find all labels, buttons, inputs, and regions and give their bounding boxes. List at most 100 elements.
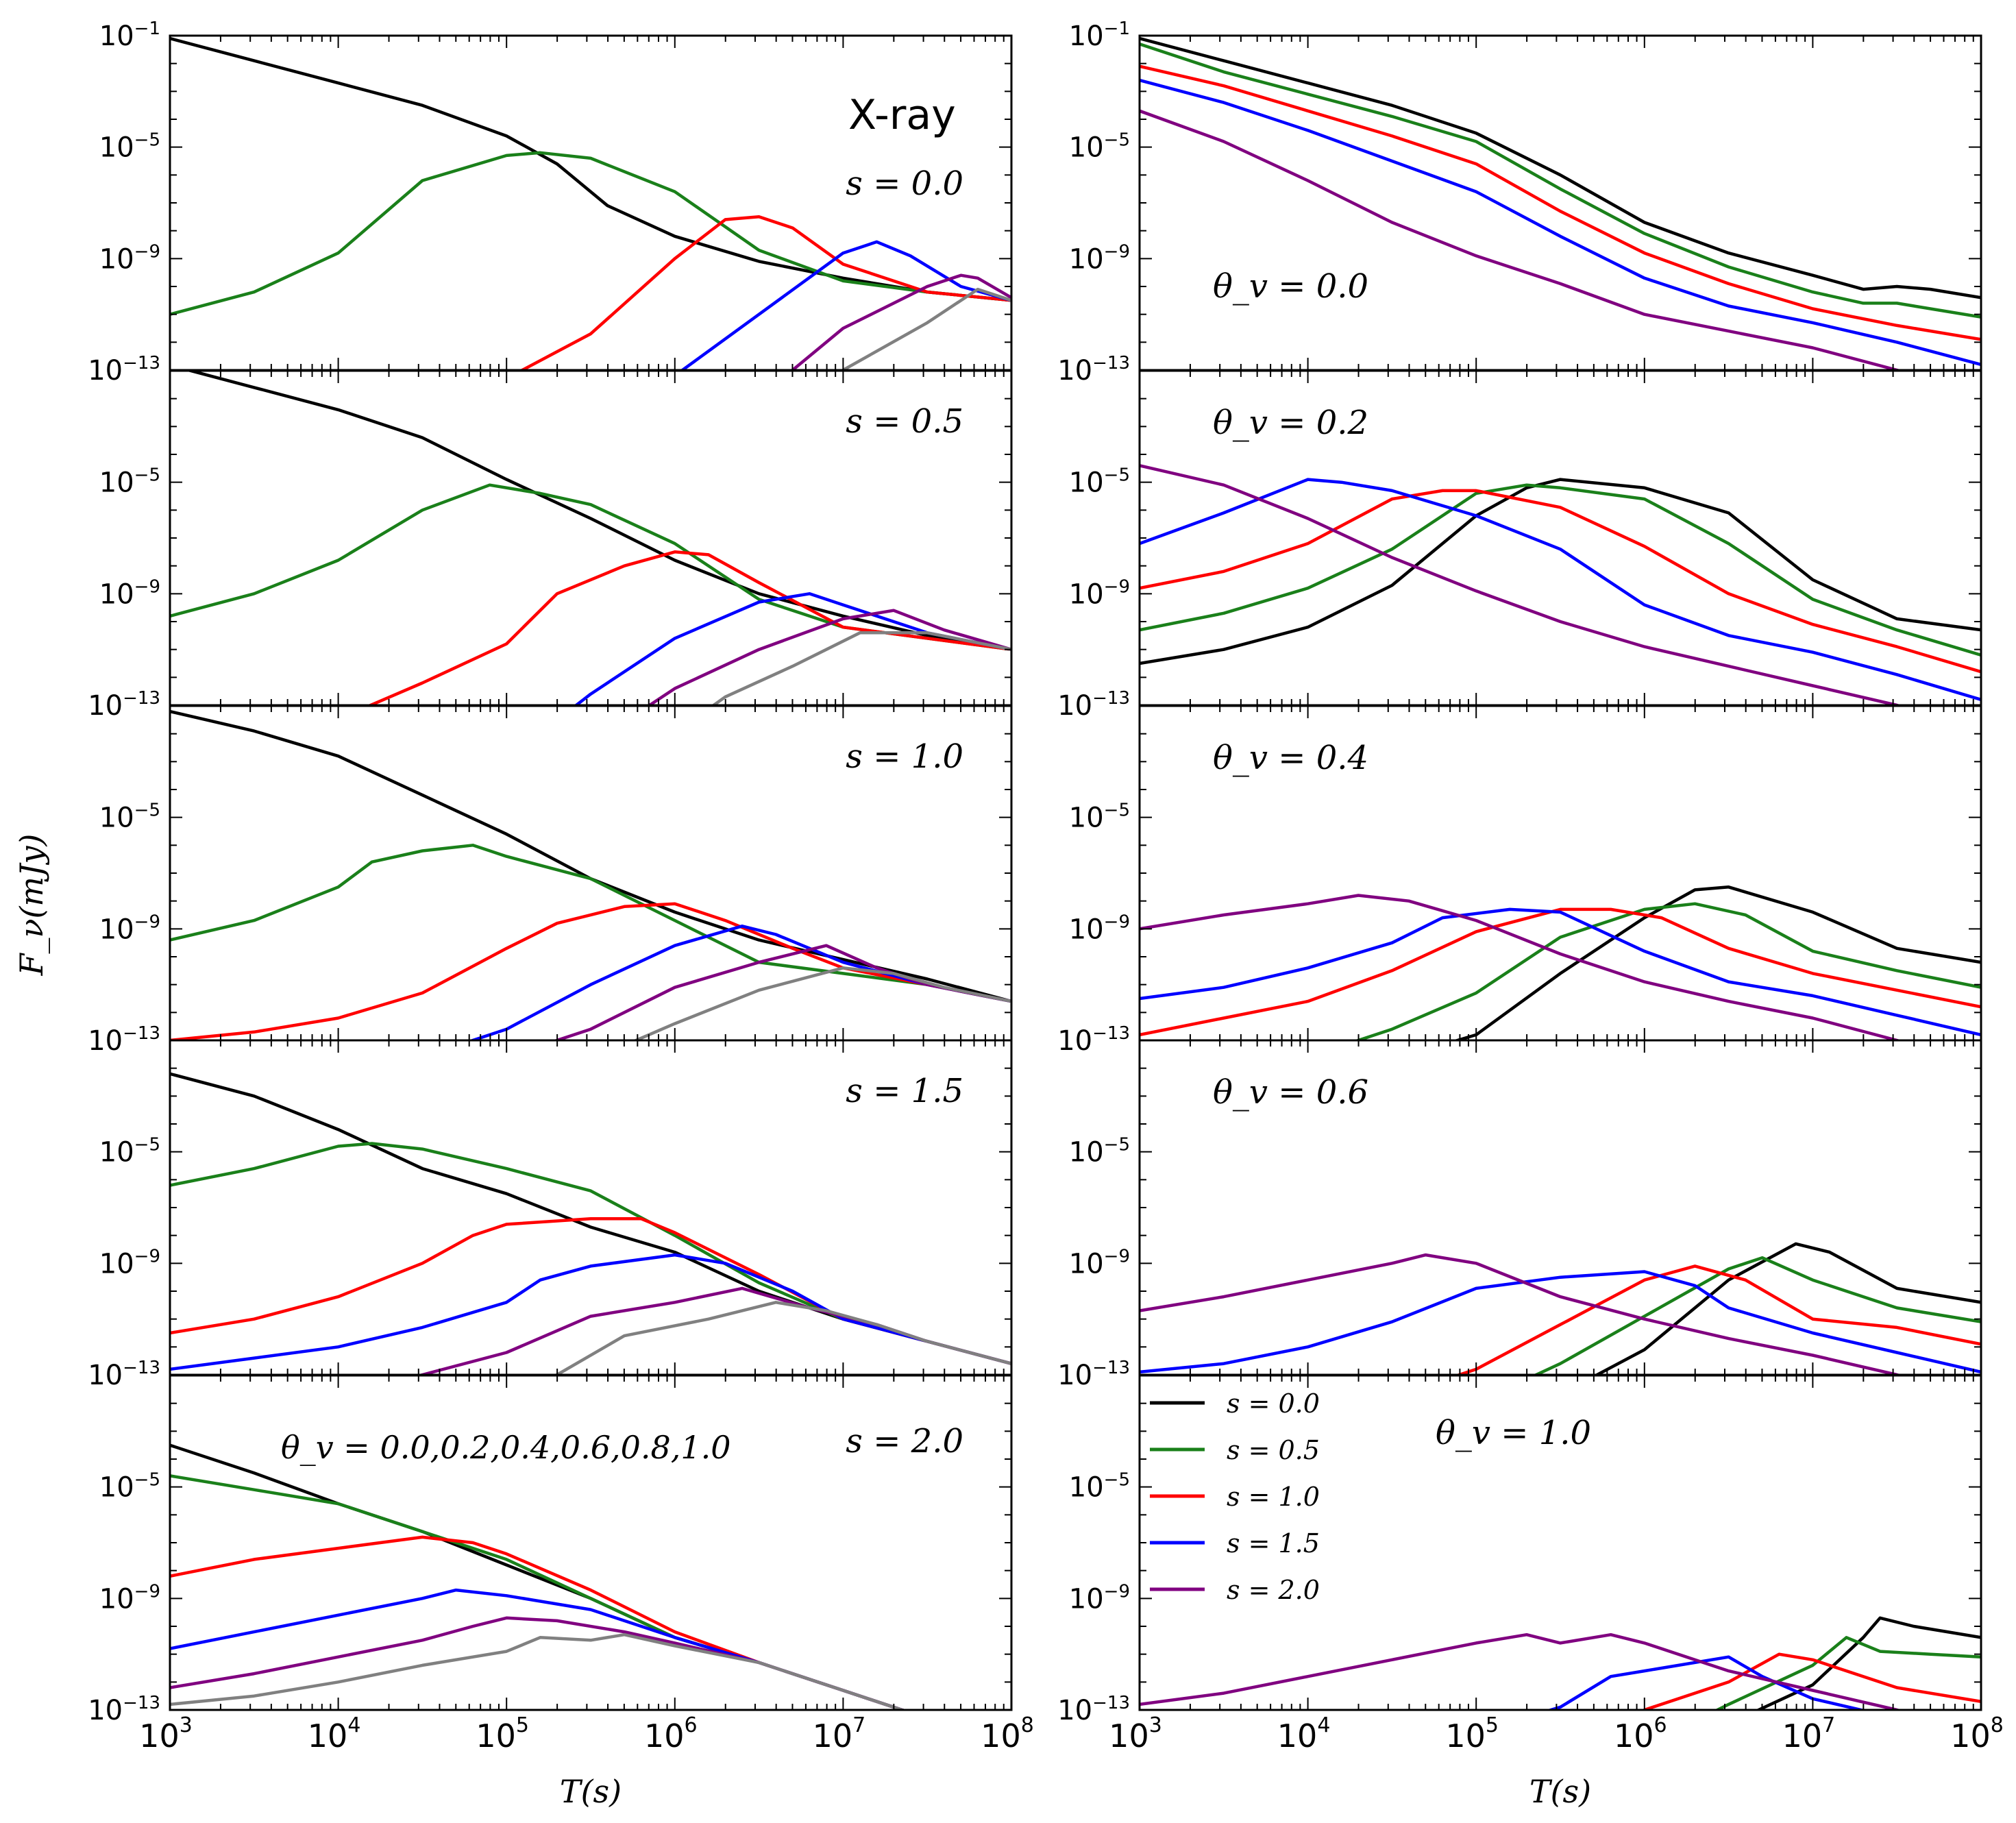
y-tick-label: 10−5 xyxy=(1069,130,1130,164)
series-line-right-4-2 xyxy=(1532,1256,1981,1375)
chart-title: X-ray xyxy=(848,91,956,139)
y-tick-label: 10−1 xyxy=(1069,19,1130,52)
x-axis-label-left: T(s) xyxy=(560,1773,622,1810)
x-tick-label: 106 xyxy=(1614,1713,1667,1754)
x-tick-label: 103 xyxy=(1109,1713,1162,1754)
theta-list-note: θ_v = 0.0,0.2,0.4,0.6,0.8,1.0 xyxy=(281,1429,731,1466)
panel-right-2-plot-area xyxy=(1140,464,1981,705)
series-line-right-2-1 xyxy=(1140,478,1981,665)
series-line-left-2-4 xyxy=(574,592,1011,705)
panel-right-3-plot-area xyxy=(1140,885,1981,1040)
x-tick-label: 108 xyxy=(1950,1713,2004,1754)
panel-annotation-left-1: s = 0.0 xyxy=(846,164,963,203)
x-tick-label: 107 xyxy=(813,1713,866,1754)
series-line-right-1-5 xyxy=(1140,109,1903,370)
series-line-left-1-5 xyxy=(790,273,1011,370)
series-line-left-4-5 xyxy=(416,1286,1011,1375)
y-tick-label: 10−13 xyxy=(1057,353,1130,387)
axes-layer xyxy=(169,34,1982,1711)
panel-annotation-right-4: θ_v = 0.6 xyxy=(1213,1073,1368,1112)
series-line-left-3-5 xyxy=(552,944,1011,1040)
series-line-right-4-4 xyxy=(1140,1270,1981,1374)
series-line-left-5-5 xyxy=(170,1616,907,1710)
series-line-right-2-4 xyxy=(1140,478,1981,702)
series-line-right-4-5 xyxy=(1140,1253,1903,1375)
y-tick-label: 10−9 xyxy=(1069,1581,1130,1615)
series-line-right-3-2 xyxy=(1353,902,1981,1040)
panel-frame-left-1 xyxy=(169,34,1013,371)
series-line-right-1-3 xyxy=(1140,64,1981,341)
series-line-left-3-2 xyxy=(170,844,1011,1003)
x-tick-label: 106 xyxy=(644,1713,698,1754)
series-line-left-4-6 xyxy=(553,1301,1011,1375)
series-line-right-5-3 xyxy=(1642,1652,1981,1710)
panel-annotation-left-4: s = 1.5 xyxy=(846,1072,963,1110)
panel-left-5-plot-area xyxy=(170,1443,907,1710)
panel-right-2-curves xyxy=(1140,464,1981,705)
x-tick-label: 105 xyxy=(1445,1713,1499,1754)
panel-right-4-plot-area xyxy=(1140,1242,1981,1375)
panel-right-3-curves xyxy=(1140,885,1981,1040)
panel-left-3-plot-area xyxy=(170,709,1011,1040)
legend-label: s = 0.0 xyxy=(1227,1388,1320,1419)
legend: s = 0.0 s = 0.5 s = 1.0 s = 1.5 s = 2.0 xyxy=(1150,1388,1320,1605)
panel-annotation-right-5: θ_v = 1.0 xyxy=(1436,1414,1591,1452)
panel-annotation-left-2: s = 0.5 xyxy=(846,402,963,441)
series-line-left-4-4 xyxy=(170,1253,1011,1371)
y-tick-label: 10−5 xyxy=(99,1135,160,1169)
y-tick-label: 10−9 xyxy=(99,241,160,275)
y-tick-label: 10−9 xyxy=(1069,912,1130,945)
panel-left-5-curves xyxy=(170,1443,907,1710)
y-axis-label: F_ν(mJy) xyxy=(13,834,50,977)
y-tick-label: 10−13 xyxy=(1057,1358,1130,1391)
x-tick-label: 104 xyxy=(1277,1713,1331,1754)
panel-right-5-curves xyxy=(1140,1616,1981,1710)
y-tick-label: 10−1 xyxy=(99,19,160,52)
curves-layer xyxy=(170,36,1981,1710)
y-tick-label: 10−5 xyxy=(1069,800,1130,834)
series-line-right-5-2 xyxy=(1714,1636,1981,1710)
x-tick-label: 103 xyxy=(139,1713,193,1754)
x-tick-label: 104 xyxy=(308,1713,361,1754)
y-tick-label: 10−13 xyxy=(88,353,160,387)
panel-right-5-plot-area xyxy=(1140,1616,1981,1710)
series-line-left-1-3 xyxy=(519,215,1011,370)
series-line-left-1-2 xyxy=(170,151,1011,316)
y-tick-label: 10−9 xyxy=(1069,241,1130,275)
panel-right-1-plot-area xyxy=(1140,36,1981,370)
panel-left-2-curves xyxy=(170,371,1011,705)
panel-right-4-curves xyxy=(1140,1242,1981,1375)
series-line-right-4-3 xyxy=(1454,1264,1981,1375)
series-line-right-1-4 xyxy=(1140,78,1981,367)
panel-left-1-curves xyxy=(170,36,1011,370)
series-line-right-2-2 xyxy=(1140,483,1981,657)
y-tick-label: 10−5 xyxy=(1069,465,1130,499)
panel-left-3-curves xyxy=(170,709,1011,1040)
panel-left-1-plot-area xyxy=(170,36,1011,370)
panel-annotation-left-3: s = 1.0 xyxy=(846,737,963,776)
x-axis-label-right: T(s) xyxy=(1529,1773,1591,1810)
series-line-left-1-6 xyxy=(840,287,1011,370)
legend-label: s = 2.0 xyxy=(1227,1575,1320,1605)
y-tick-label: 10−9 xyxy=(1069,1246,1130,1280)
series-line-left-1-4 xyxy=(680,240,1011,370)
panel-annotation-right-1: θ_v = 0.0 xyxy=(1213,267,1368,306)
series-line-left-2-1 xyxy=(184,371,1011,651)
y-tick-label: 10−9 xyxy=(99,1246,160,1280)
series-line-left-2-5 xyxy=(646,609,1011,705)
series-line-right-3-5 xyxy=(1140,894,1903,1040)
legend-label: s = 0.5 xyxy=(1227,1435,1320,1465)
series-line-left-5-4 xyxy=(170,1588,907,1710)
panel-left-4-plot-area xyxy=(170,1072,1011,1375)
series-line-left-3-6 xyxy=(632,966,1011,1040)
panel-right-1-curves xyxy=(1140,36,1981,370)
text-layer: X-ray F_ν(mJy) T(s) T(s) θ_v = 0.0,0.2,0… xyxy=(13,19,2004,1810)
series-line-left-2-6 xyxy=(711,631,1011,705)
series-line-left-1-1 xyxy=(170,36,1011,302)
series-line-right-3-3 xyxy=(1140,907,1981,1037)
y-tick-label: 10−13 xyxy=(88,688,160,722)
y-tick-label: 10−13 xyxy=(88,1023,160,1057)
series-line-right-3-1 xyxy=(1452,885,1981,1040)
series-line-left-3-4 xyxy=(467,925,1011,1040)
